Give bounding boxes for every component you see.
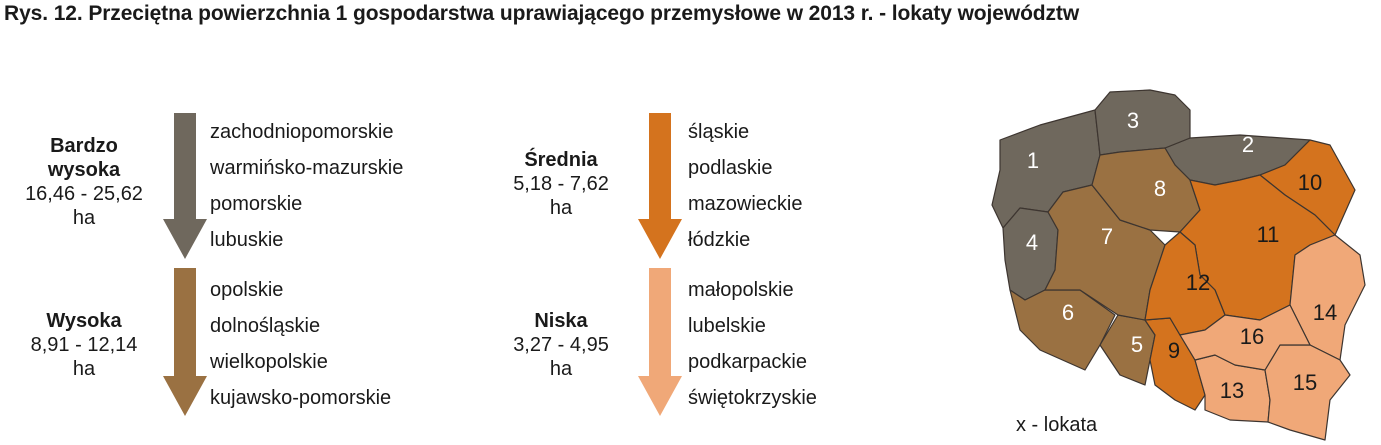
region-swietokrzyskie	[1179, 304, 1311, 371]
region-label: 11	[1257, 222, 1280, 247]
category-low-unit: ha	[549, 358, 573, 380]
region-label: 12	[1186, 270, 1210, 295]
region-label: 5	[1131, 332, 1143, 357]
category-very-high-name-line1: Bardzo	[50, 135, 118, 157]
list-item: mazowieckie	[688, 193, 803, 215]
list-item: wielkopolskie	[210, 351, 328, 373]
region-label: 16	[1240, 324, 1264, 349]
list-item: podkarpackie	[688, 351, 807, 373]
list-item: lubuskie	[210, 229, 284, 251]
region-label: 4	[1026, 230, 1038, 255]
category-medium-unit: ha	[549, 197, 573, 219]
category-high-unit: ha	[72, 358, 96, 380]
figure-title: Rys. 12. Przeciętna powierzchnia 1 gospo…	[4, 2, 1080, 25]
region-label: 7	[1101, 224, 1113, 249]
category-low-name: Niska	[534, 310, 588, 332]
category-low-range: 3,27 - 4,95	[513, 334, 609, 356]
region-label: 8	[1154, 176, 1166, 201]
region-label: 10	[1298, 170, 1322, 195]
list-item: lubelskie	[688, 315, 766, 337]
region-lodzkie	[1144, 231, 1226, 336]
category-high-list: opolskie dolnośląskie wielkopolskie kuja…	[210, 272, 391, 416]
category-low-label: Niska 3,27 - 4,95 ha	[487, 309, 635, 381]
category-very-high-unit: ha	[72, 207, 96, 229]
list-item: małopolskie	[688, 279, 794, 301]
category-low-list: małopolskie lubelskie podkarpackie święt…	[688, 272, 817, 416]
list-item: pomorskie	[210, 193, 303, 215]
region-label: 14	[1313, 300, 1337, 325]
category-low-arrow	[638, 268, 682, 416]
list-item: łódzkie	[688, 229, 751, 251]
region-dolnoslaskie	[1009, 289, 1116, 371]
category-high-arrow	[163, 268, 207, 416]
category-medium-arrow	[638, 113, 682, 259]
map-legend: x - lokata	[1016, 414, 1098, 436]
list-item: zachodniopomorskie	[210, 121, 394, 143]
region-label: 6	[1062, 300, 1074, 325]
category-high-range: 8,91 - 12,14	[30, 334, 138, 356]
category-high-label: Wysoka 8,91 - 12,14 ha	[10, 309, 158, 381]
category-very-high-name-line2: wysoka	[47, 159, 121, 181]
region-label: 1	[1027, 148, 1039, 173]
list-item: warmińsko-mazurskie	[210, 157, 404, 179]
category-medium-list: śląskie podlaskie mazowieckie łódzkie	[688, 114, 802, 258]
region-label: 2	[1242, 132, 1254, 157]
category-high-name: Wysoka	[46, 310, 122, 332]
list-item: dolnośląskie	[210, 315, 321, 337]
list-item: świętokrzyskie	[688, 387, 817, 409]
category-very-high-list: zachodniopomorskie warmińsko-mazurskie p…	[210, 114, 403, 258]
category-medium-label: Średnia 5,18 - 7,62 ha	[487, 148, 635, 220]
region-label: 13	[1220, 378, 1244, 403]
category-very-high-label: Bardzo wysoka 16,46 - 25,62 ha	[10, 134, 158, 230]
region-label: 3	[1127, 108, 1139, 133]
region-label: 15	[1293, 370, 1317, 395]
category-medium-name: Średnia	[524, 149, 598, 171]
category-very-high-range: 16,46 - 25,62	[25, 183, 143, 205]
list-item: kujawsko-pomorskie	[210, 387, 392, 409]
list-item: podlaskie	[688, 157, 773, 179]
region-label: 9	[1168, 338, 1180, 363]
list-item: śląskie	[688, 121, 750, 143]
category-medium-range: 5,18 - 7,62	[513, 173, 609, 195]
list-item: opolskie	[210, 279, 284, 301]
poland-voivodeship-map: 1 2 3 4 5 6 7 8 9 10 11 12 13 14 15 16	[991, 89, 1366, 441]
category-very-high-arrow	[163, 113, 207, 259]
